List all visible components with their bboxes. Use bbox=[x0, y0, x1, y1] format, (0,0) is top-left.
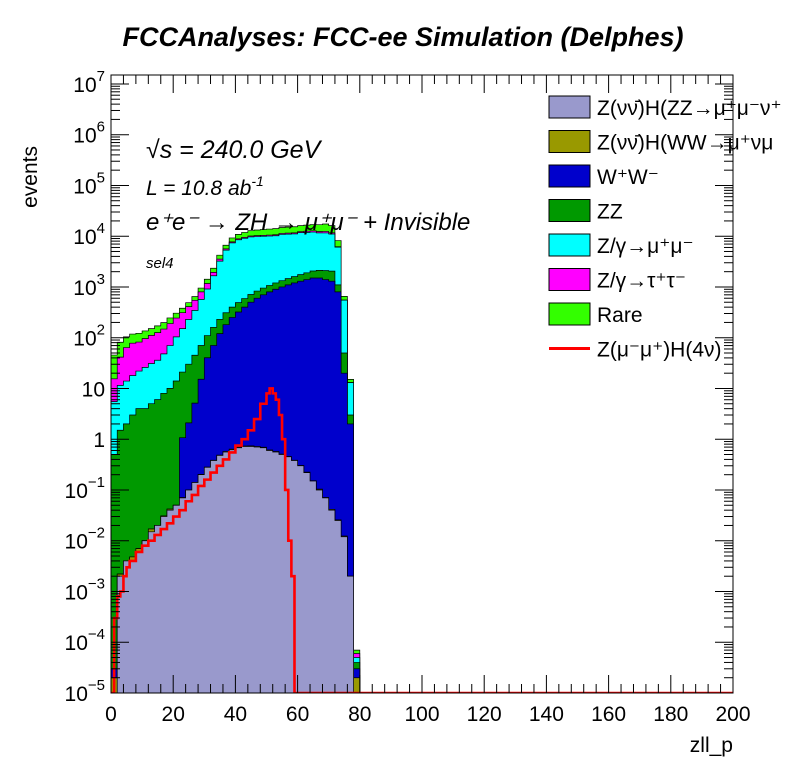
x-tick-label: 140 bbox=[529, 703, 564, 726]
legend-swatch bbox=[548, 164, 591, 188]
x-tick-label: 40 bbox=[224, 703, 247, 726]
signal-line bbox=[111, 387, 733, 693]
x-tick-label: 100 bbox=[404, 703, 439, 726]
signal-histogram bbox=[111, 387, 733, 693]
annotation-block: √s = 240.0 GeV L = 10.8 ab-1 e⁺e⁻ → ZH →… bbox=[146, 136, 470, 272]
y-tick-label: 10−1 bbox=[65, 474, 105, 503]
y-tick-label: 10−5 bbox=[65, 677, 105, 706]
legend-swatch bbox=[548, 233, 591, 257]
x-axis: 0 20 40 60 80 100 120 140 160 180 200 bbox=[105, 75, 751, 726]
x-tick-label: 80 bbox=[348, 703, 371, 726]
y-tick-label: 102 bbox=[73, 322, 105, 351]
x-tick-label: 20 bbox=[162, 703, 185, 726]
y-axis: 10−5 10−4 10−3 10−2 10−1 1 10 102 103 104 105 106 10… bbox=[65, 68, 733, 706]
x-tick-label: 160 bbox=[591, 703, 626, 726]
legend-label: ZZ bbox=[597, 201, 623, 224]
x-tick-label: 0 bbox=[105, 703, 117, 726]
y-tick-label: 107 bbox=[73, 68, 105, 97]
legend-swatch bbox=[548, 130, 591, 153]
x-tick-label: 200 bbox=[715, 703, 750, 726]
legend-label: W⁺W⁻ bbox=[597, 166, 659, 189]
stacked-histograms bbox=[111, 223, 361, 693]
y-tick-label: 10−4 bbox=[65, 626, 105, 655]
annotation-lumi: L = 10.8 ab-1 bbox=[146, 173, 264, 200]
annotation-sqrt-s: √s = 240.0 GeV bbox=[146, 136, 323, 164]
legend-swatch bbox=[548, 302, 591, 326]
x-tick-label: 120 bbox=[467, 703, 502, 726]
x-tick-label: 60 bbox=[286, 703, 309, 726]
legend-label: Z(μ⁻μ⁺)H(4ν) bbox=[597, 339, 722, 362]
y-tick-label: 106 bbox=[73, 119, 105, 148]
legend: Z(νν̄)H(ZZ→μ⁺μ⁻ν⁺ Z(νν̄)H(WW→μ⁺νμ W⁺W⁻ ZZ Z/… bbox=[548, 95, 782, 362]
y-tick-label: 105 bbox=[73, 169, 105, 198]
annotation-selection: sel4 bbox=[146, 255, 174, 272]
legend-swatch bbox=[548, 199, 591, 222]
annotation-process: e⁺e⁻ → ZH → μ⁺μ⁻ + Invisible bbox=[146, 209, 470, 236]
y-tick-label: 10 bbox=[82, 378, 105, 401]
y-axis-title: events bbox=[19, 146, 42, 208]
y-tick-label: 10−2 bbox=[65, 525, 105, 554]
y-tick-label: 1 bbox=[93, 429, 105, 452]
legend-label: Z(νν̄)H(ZZ→μ⁺μ⁻ν⁺ bbox=[597, 97, 782, 120]
y-tick-label: 10−3 bbox=[65, 575, 105, 604]
legend-swatch bbox=[548, 95, 591, 119]
legend-label: Z/γ→μ⁺μ⁻ bbox=[597, 235, 694, 258]
y-tick-label: 103 bbox=[73, 271, 105, 300]
x-tick-label: 180 bbox=[653, 703, 688, 726]
legend-swatch bbox=[548, 268, 591, 291]
chart-title: FCCAnalyses: FCC-ee Simulation (Delphes) bbox=[122, 22, 683, 52]
legend-label: Z/γ→τ⁺τ⁻ bbox=[597, 270, 686, 293]
x-axis-title: zll_p bbox=[690, 734, 733, 757]
y-tick-label: 104 bbox=[73, 220, 105, 249]
legend-label: Z(νν̄)H(WW→μ⁺νμ bbox=[597, 132, 773, 155]
legend-label: Rare bbox=[597, 304, 643, 327]
